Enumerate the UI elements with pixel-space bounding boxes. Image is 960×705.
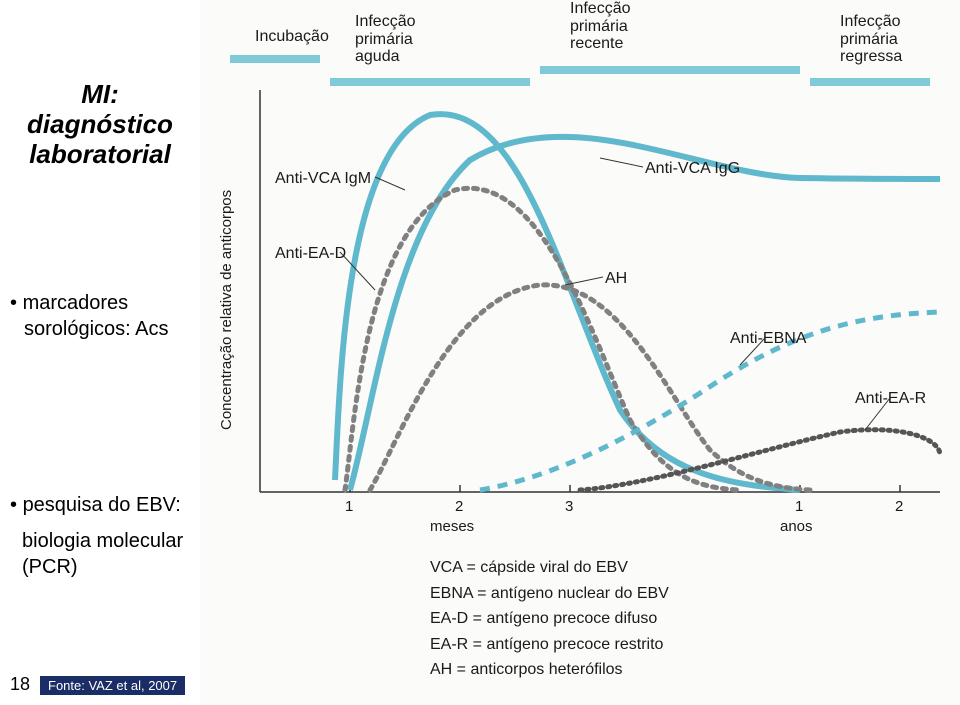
bullet1-l1: marcadores <box>23 292 129 314</box>
legend: VCA = cápside viral do EBV EBNA = antíge… <box>430 555 669 683</box>
bullet-ebv: pesquisa do EBV: <box>10 492 200 518</box>
bullet-markers: marcadores sorológicos: Acs <box>10 290 200 342</box>
slide-number: 18 <box>10 674 30 695</box>
bullet1-l2: sorológicos: Acs <box>24 318 169 340</box>
legend-ear: EA-R = antígeno precoce restrito <box>430 632 669 658</box>
title-line2: diagnóstico <box>27 109 173 139</box>
title-line3: laboratorial <box>29 139 171 169</box>
xtick-2a: 2 <box>895 498 903 515</box>
serology-chart: Incubação Infecção primária aguda Infecç… <box>200 0 960 705</box>
title-line1: MI: <box>81 79 119 109</box>
bullet3-l2: (PCR) <box>22 556 78 578</box>
legend-ah: AH = anticorpos heterófilos <box>430 657 669 683</box>
legend-ead: EA-D = antígeno precoce difuso <box>430 606 669 632</box>
curve-ea-d <box>345 188 740 490</box>
x-label-meses: meses <box>430 518 474 535</box>
legend-ebna: EBNA = antígeno nuclear do EBV <box>430 581 669 607</box>
xtick-3m: 3 <box>565 498 573 515</box>
x-label-anos: anos <box>780 518 813 535</box>
xtick-1a: 1 <box>795 498 803 515</box>
pointer-vca-igm <box>375 177 405 190</box>
pointer-vca-igg <box>600 158 643 167</box>
label-ea-r: Anti-EA-R <box>855 390 926 408</box>
label-vca-igm: Anti-VCA IgM <box>275 170 371 188</box>
slide-title: MI: diagnóstico laboratorial <box>0 80 200 170</box>
legend-vca: VCA = cápside viral do EBV <box>430 555 669 581</box>
xtick-2m: 2 <box>455 498 463 515</box>
bullet-pcr: biologia molecular (PCR) <box>22 528 200 580</box>
xtick-1m: 1 <box>345 498 353 515</box>
source-citation: Fonte: VAZ et al, 2007 <box>40 676 185 695</box>
bullet3-l1: biologia molecular <box>22 530 183 552</box>
bullet2: pesquisa do EBV: <box>23 494 181 516</box>
curve-ah <box>370 285 810 490</box>
label-ebna: Anti-EBNA <box>730 330 806 348</box>
label-ah: AH <box>605 270 627 288</box>
left-column: MI: diagnóstico laboratorial marcadores … <box>0 0 200 580</box>
label-vca-igg: Anti-VCA IgG <box>645 160 740 178</box>
label-ea-d: Anti-EA-D <box>275 245 346 263</box>
